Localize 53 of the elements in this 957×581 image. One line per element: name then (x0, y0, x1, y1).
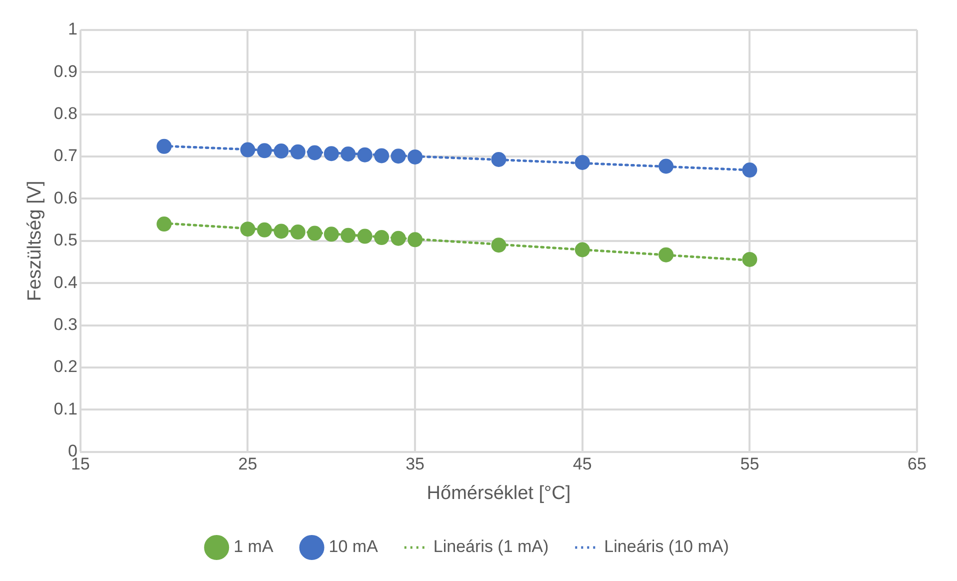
y-tick-label: 0.7 (54, 146, 78, 166)
y-axis-title: Feszültség [V] (24, 180, 46, 302)
point (574, 242, 590, 258)
y-tick-label: 0.6 (54, 188, 78, 208)
point (340, 228, 356, 243)
point (374, 148, 390, 164)
x-tick-label: 25 (238, 454, 258, 474)
point (390, 148, 406, 164)
y-tick-label: 1 (68, 20, 78, 39)
point (742, 252, 758, 267)
y-tick-label: 0.2 (54, 357, 78, 376)
point (256, 222, 272, 238)
point (240, 142, 256, 158)
point (390, 230, 406, 246)
point (240, 222, 256, 237)
point (290, 144, 306, 160)
legend-label: 1 mA (234, 537, 274, 556)
point (274, 224, 289, 239)
point (408, 149, 423, 164)
point (658, 247, 674, 262)
point (491, 238, 506, 253)
point (307, 226, 322, 241)
y-tick-label: 0.1 (54, 399, 78, 418)
y-tick-label: 0.9 (54, 62, 78, 81)
point (156, 138, 172, 154)
x-tick-label: 65 (908, 454, 926, 474)
point (324, 146, 339, 162)
point (290, 224, 306, 240)
y-tick-label: 0.4 (54, 272, 78, 292)
y-tick-label: 0.3 (54, 314, 78, 334)
legend-label: Lineáris (1 mA) (433, 537, 549, 556)
y-tick-label: 0.8 (54, 104, 78, 124)
y-tick-label: 0.5 (54, 230, 78, 250)
point (357, 228, 372, 244)
point (658, 158, 674, 174)
point (307, 145, 322, 160)
point (256, 143, 272, 158)
point (324, 226, 339, 242)
point (374, 230, 390, 246)
x-axis-title: Hőmérséklet [°C] (426, 482, 571, 504)
point (491, 152, 506, 167)
point (340, 146, 356, 162)
point (742, 162, 758, 178)
point (274, 144, 289, 159)
legend-label: Lineáris (10 mA) (604, 537, 729, 556)
point (357, 147, 372, 162)
x-tick-label: 45 (572, 454, 592, 474)
x-tick-label: 35 (406, 454, 425, 474)
point (408, 232, 423, 248)
x-tick-label: 55 (740, 454, 760, 474)
point (156, 216, 172, 232)
point (574, 154, 590, 170)
legend-label: 10 mA (328, 537, 379, 556)
